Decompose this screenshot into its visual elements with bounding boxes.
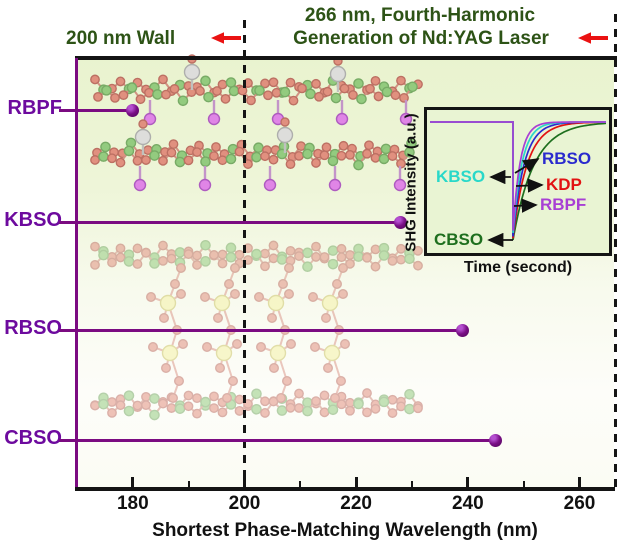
category-label: RBSO: [4, 317, 62, 339]
x-tick-major: [131, 477, 135, 487]
plot-top-border: [75, 56, 617, 60]
inset-label-cbso: CBSO: [434, 230, 484, 249]
lollipop-marker: [126, 103, 140, 117]
inset-shg-plot: KBSO RBSO KDP RBPF CBSO: [424, 107, 612, 256]
x-tick-minor: [299, 481, 302, 487]
x-tick-major: [354, 477, 358, 487]
category-tick: [59, 328, 78, 332]
red-arrow-icon: [211, 32, 241, 44]
inset-label-kdp: KDP: [546, 175, 582, 194]
lollipop-line: [77, 108, 133, 112]
annotation-200nm-wall: 200 nm Wall: [66, 28, 176, 49]
x-tick-label: 240: [451, 493, 484, 514]
x-tick-label: 220: [340, 493, 372, 514]
x-axis-line: [75, 487, 615, 491]
x-axis-title: Shortest Phase-Matching Wavelength (nm): [152, 520, 538, 541]
inset-y-axis-title: SHG Intensity (a.u.): [402, 113, 420, 252]
inset-label-kbso: KBSO: [436, 167, 486, 186]
inset-label-rbpf: RBPF: [540, 195, 587, 214]
x-tick-major: [466, 477, 470, 487]
inset-label-rbso: RBSO: [542, 149, 592, 168]
x-tick-minor: [187, 481, 190, 487]
category-tick: [59, 108, 78, 112]
x-tick-label: 200: [228, 493, 261, 514]
lollipop-line: [77, 220, 401, 224]
lollipop-line: [77, 328, 463, 332]
category-label: KBSO: [4, 209, 62, 231]
category-label: RBPF: [7, 97, 62, 119]
x-tick-minor: [522, 481, 525, 487]
lollipop-marker: [489, 433, 503, 447]
reference-line-200nm: [243, 20, 246, 488]
inset-x-axis-title: Time (second): [463, 259, 573, 276]
x-tick-label: 180: [116, 493, 149, 514]
category-tick: [59, 220, 78, 224]
red-arrow-icon: [578, 32, 608, 44]
y-axis-line: [75, 58, 78, 488]
category-label: CBSO: [4, 427, 62, 449]
annotation-266nm-line2: Generation of Nd:YAG Laser: [293, 28, 549, 49]
x-tick-major: [243, 477, 246, 487]
annotation-266nm-line1: 266 nm, Fourth-Harmonic: [304, 5, 536, 26]
lollipop-line: [77, 438, 496, 442]
x-tick-label: 260: [563, 493, 596, 514]
reference-line-266nm: [613, 14, 617, 488]
lollipop-marker: [394, 215, 408, 229]
lollipop-marker: [455, 323, 469, 337]
x-tick-minor: [411, 481, 413, 487]
x-tick-major: [578, 477, 581, 487]
category-tick: [59, 438, 78, 442]
